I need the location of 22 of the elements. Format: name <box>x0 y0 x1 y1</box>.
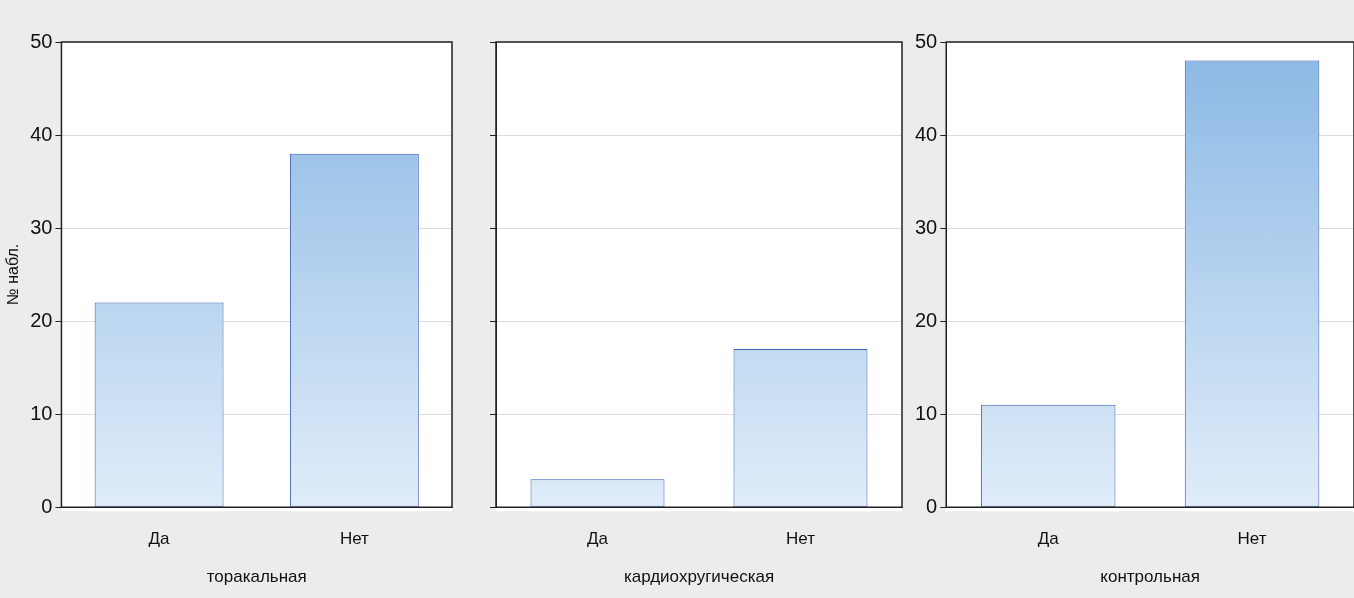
x-tick-label: Да <box>587 529 609 549</box>
x-tick-label: Нет <box>786 529 816 549</box>
y-tick-label: 10 <box>915 401 938 424</box>
y-tick-label: 30 <box>915 215 938 238</box>
y-tick-label: 50 <box>30 29 53 52</box>
x-tick-label: Нет <box>1237 529 1267 549</box>
x-axis-title: контрольная <box>1100 567 1200 587</box>
y-tick-label: 10 <box>30 401 53 424</box>
x-tick-label: Нет <box>339 529 370 549</box>
y-tick-label: 20 <box>30 308 53 331</box>
y-tick-label: 40 <box>30 122 53 145</box>
x-tick-label: Да <box>1037 529 1060 549</box>
y-tick-label: 20 <box>915 308 938 331</box>
y-tick-label: 0 <box>926 494 938 517</box>
y-tick-label: 50 <box>915 29 938 52</box>
y-axis-title: № набл. <box>4 243 22 306</box>
y-tick-label: 40 <box>915 122 938 145</box>
x-axis-title: кардиохругическая <box>623 567 775 587</box>
x-tick-label: Да <box>148 529 171 549</box>
y-tick-label: 30 <box>30 215 53 238</box>
x-axis-title: торакальная <box>206 567 307 587</box>
y-tick-label: 0 <box>41 494 53 517</box>
